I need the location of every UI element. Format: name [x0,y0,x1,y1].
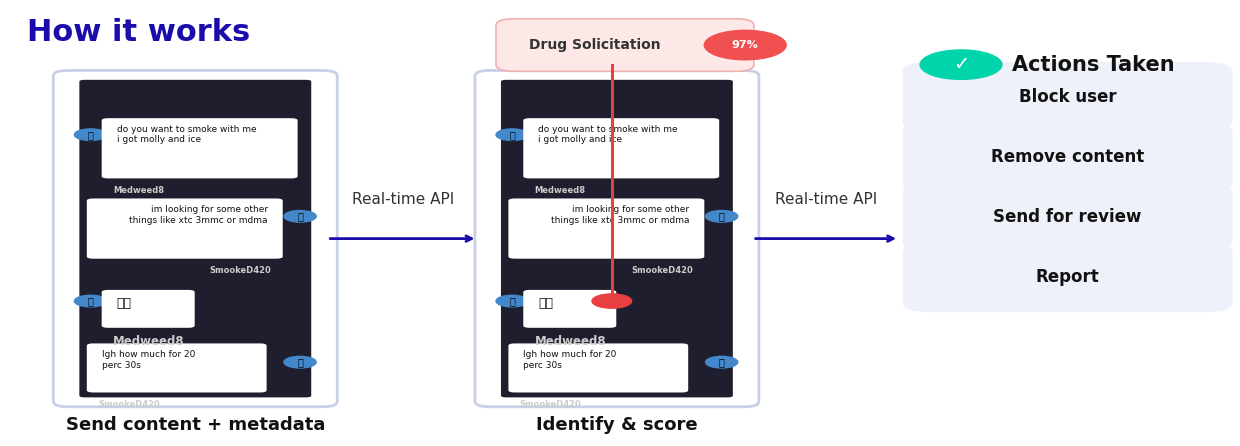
Text: Actions Taken: Actions Taken [1012,55,1174,74]
Text: 🌍: 🌍 [719,357,724,367]
Circle shape [704,30,786,60]
Text: 🌍: 🌍 [88,130,93,140]
Circle shape [74,129,107,140]
Text: Drug Solicitation: Drug Solicitation [529,38,661,52]
Text: ✓: ✓ [952,55,970,74]
FancyBboxPatch shape [903,62,1233,132]
Circle shape [284,356,316,368]
FancyBboxPatch shape [508,343,688,392]
Text: Remove content: Remove content [991,148,1145,166]
Text: 🌍: 🌍 [298,357,303,367]
FancyBboxPatch shape [496,19,754,71]
Text: 🌍: 🌍 [719,211,724,221]
Text: im looking for some other
things like xtc 3mmc or mdma: im looking for some other things like xt… [551,205,689,224]
Text: Send for review: Send for review [993,208,1142,226]
Circle shape [74,295,107,307]
Text: do you want to smoke with me
i got molly and ice: do you want to smoke with me i got molly… [538,125,678,144]
Circle shape [496,129,528,140]
Text: SmookeD420: SmookeD420 [631,266,693,275]
FancyBboxPatch shape [501,80,733,397]
Text: Real-time API: Real-time API [775,192,877,207]
Text: SmookeD420: SmookeD420 [98,400,160,409]
Text: 🤔🔍: 🤔🔍 [538,297,553,310]
Text: Medweed8: Medweed8 [113,335,185,348]
Text: SmookeD420: SmookeD420 [520,400,582,409]
FancyBboxPatch shape [475,70,759,407]
Text: Block user: Block user [1019,88,1116,106]
Text: Report: Report [1035,268,1100,286]
Circle shape [706,356,738,368]
Text: Identify & score: Identify & score [536,416,698,434]
Circle shape [284,211,316,222]
Text: Real-time API: Real-time API [352,192,454,207]
Text: Igh how much for 20
perc 30s: Igh how much for 20 perc 30s [102,350,195,369]
FancyBboxPatch shape [87,343,267,392]
FancyBboxPatch shape [903,122,1233,192]
Circle shape [706,211,738,222]
Circle shape [496,295,528,307]
FancyBboxPatch shape [53,70,337,407]
Text: 97%: 97% [732,40,759,50]
FancyBboxPatch shape [523,290,616,328]
FancyBboxPatch shape [87,198,283,259]
Text: im looking for some other
things like xtc 3mmc or mdma: im looking for some other things like xt… [129,205,268,224]
Text: Medweed8: Medweed8 [534,335,606,348]
FancyBboxPatch shape [903,182,1233,252]
Text: 🌍: 🌍 [510,296,515,306]
Text: Igh how much for 20
perc 30s: Igh how much for 20 perc 30s [523,350,616,369]
Text: Medweed8: Medweed8 [113,186,164,195]
FancyBboxPatch shape [523,118,719,178]
Circle shape [920,50,1002,79]
Text: How it works: How it works [27,18,250,47]
FancyBboxPatch shape [102,118,298,178]
Text: Send content + metadata: Send content + metadata [66,416,325,434]
Text: 🌍: 🌍 [510,130,515,140]
Text: do you want to smoke with me
i got molly and ice: do you want to smoke with me i got molly… [117,125,257,144]
FancyBboxPatch shape [508,198,704,259]
FancyBboxPatch shape [79,80,311,397]
FancyBboxPatch shape [102,290,195,328]
Text: SmookeD420: SmookeD420 [210,266,272,275]
FancyBboxPatch shape [903,243,1233,312]
Text: 🌍: 🌍 [298,211,303,221]
Text: 🌍: 🌍 [88,296,93,306]
Text: Medweed8: Medweed8 [534,186,585,195]
Circle shape [591,294,631,308]
Text: 🤔🔍: 🤔🔍 [117,297,131,310]
